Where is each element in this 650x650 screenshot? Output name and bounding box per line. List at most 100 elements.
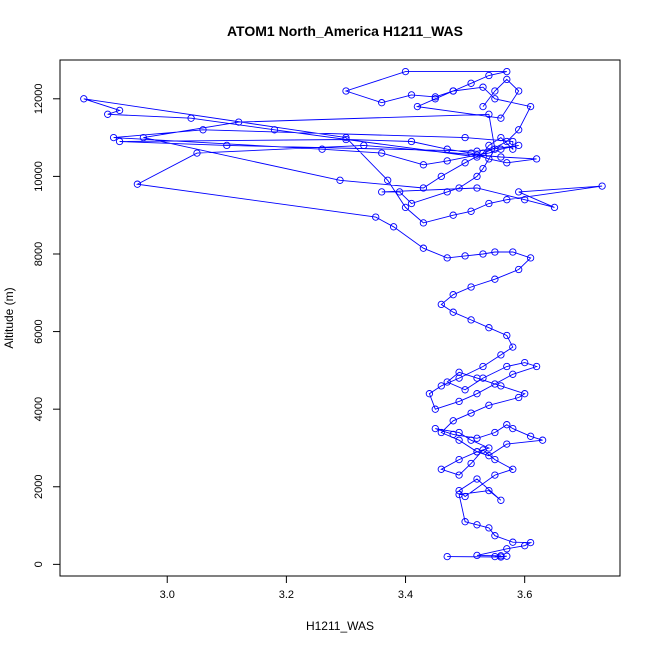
data-point	[431, 424, 439, 433]
data-point	[497, 552, 505, 560]
data-point	[449, 87, 457, 95]
y-tick-label: 2000	[33, 475, 45, 499]
data-point	[538, 436, 547, 444]
data-point	[473, 475, 481, 483]
data-point	[419, 219, 428, 227]
data-point	[455, 374, 463, 382]
x-axis-label: H1211_WAS	[306, 619, 374, 633]
data-point	[401, 203, 410, 212]
data-point	[515, 141, 523, 150]
data-point	[491, 248, 499, 256]
data-point	[521, 542, 529, 550]
data-point	[413, 102, 422, 111]
data-point	[473, 521, 481, 529]
y-axis: 0 2000 4000 6000 8000 10000 12000	[33, 84, 60, 567]
data-point	[479, 83, 487, 91]
data-point	[443, 145, 451, 153]
data-point	[467, 409, 475, 417]
data-point	[485, 149, 493, 157]
data-point	[187, 114, 195, 122]
data-point	[443, 378, 451, 386]
data-point	[526, 102, 535, 111]
data-point	[497, 496, 505, 504]
data-point	[515, 393, 523, 402]
data-point	[378, 99, 386, 107]
data-point	[407, 137, 416, 146]
data-point	[485, 486, 493, 495]
data-point	[104, 110, 112, 118]
data-point	[473, 172, 481, 181]
data-point	[503, 421, 511, 429]
data-point	[497, 133, 505, 142]
data-point	[485, 199, 493, 208]
x-tick-label: 3.2	[279, 589, 294, 601]
data-point	[503, 196, 511, 204]
data-point	[526, 254, 535, 262]
data-point	[461, 518, 469, 526]
y-tick-label: 10000	[33, 161, 45, 192]
data-point	[467, 79, 475, 87]
plot-area	[80, 67, 606, 561]
data-point	[473, 434, 481, 442]
data-point	[449, 417, 457, 425]
data-point	[223, 141, 231, 150]
data-point	[360, 141, 368, 150]
data-point	[115, 137, 124, 146]
data-point	[521, 358, 529, 367]
data-point	[425, 390, 434, 398]
data-point	[509, 424, 517, 433]
data-point	[193, 149, 201, 157]
data-point	[526, 432, 535, 440]
data-point	[449, 430, 457, 439]
data-point	[491, 428, 499, 437]
y-tick-label: 12000	[33, 84, 45, 115]
data-point	[467, 207, 475, 215]
data-point	[479, 250, 487, 258]
data-point	[455, 471, 463, 479]
data-point	[455, 436, 463, 444]
data-point	[515, 265, 523, 274]
data-point	[485, 444, 493, 452]
data-point	[473, 390, 481, 398]
data-point	[115, 106, 124, 115]
data-point	[449, 308, 457, 316]
data-point	[503, 331, 511, 340]
data-point	[473, 184, 481, 192]
data-point	[431, 95, 439, 103]
data-point	[485, 110, 493, 118]
data-point	[455, 184, 463, 192]
data-point	[431, 405, 439, 413]
data-point	[431, 93, 439, 101]
data-point	[503, 75, 511, 84]
y-tick-label: 6000	[33, 319, 45, 343]
data-point	[479, 362, 487, 371]
data-point	[461, 492, 469, 501]
data-point	[473, 448, 481, 456]
data-point	[509, 370, 517, 378]
data-point	[407, 91, 416, 99]
data-point	[479, 149, 487, 157]
data-point	[503, 440, 511, 448]
data-point	[491, 455, 499, 464]
data-point	[532, 362, 541, 371]
x-tick-label: 3.4	[398, 589, 413, 601]
data-point	[515, 126, 523, 134]
data-point	[479, 374, 487, 382]
series-line	[83, 71, 603, 558]
data-point	[372, 213, 380, 221]
data-point	[342, 135, 350, 144]
data-point	[509, 248, 517, 256]
data-point	[455, 455, 463, 464]
data-point	[384, 176, 392, 184]
data-point	[437, 172, 445, 181]
data-point	[509, 145, 517, 153]
data-point	[419, 161, 428, 169]
data-point	[461, 159, 469, 167]
y-tick-label: 0	[33, 561, 45, 567]
data-point	[467, 283, 475, 291]
y-tick-label: 4000	[33, 397, 45, 421]
data-point	[443, 552, 451, 561]
data-point	[235, 118, 243, 126]
data-point	[139, 133, 148, 142]
